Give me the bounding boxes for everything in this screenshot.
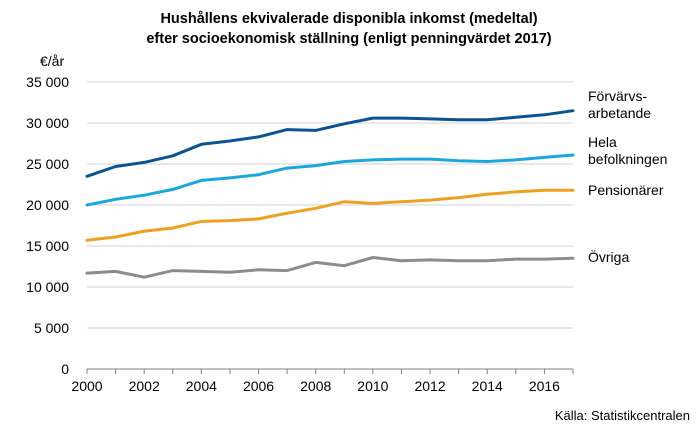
- x-axis: 2000 2002 2004 2006 2008 2010 2012 2014 2016: [71, 368, 574, 394]
- series-line: [85, 153, 575, 207]
- x-tick-label: 2006: [243, 378, 274, 394]
- x-tick-label: 2010: [357, 378, 388, 394]
- x-tick-label: 2002: [129, 378, 160, 394]
- x-tick-label: 2008: [300, 378, 331, 394]
- y-tick-label: 20 000: [26, 197, 69, 213]
- x-tick-label: 2004: [186, 378, 217, 394]
- y-tick-label: 35 000: [26, 74, 69, 90]
- y-tick-label: 30 000: [26, 115, 69, 131]
- x-tick-label: 2016: [529, 378, 560, 394]
- y-tick-label: 10 000: [26, 279, 69, 295]
- series-line: [85, 109, 575, 178]
- y-axis-unit-label: €/år: [40, 53, 64, 69]
- y-tick-labels: 0 5 000 10 000 15 000 20 000 25 000 30 000 35 0…: [26, 74, 69, 377]
- series-label: Hela befolkningen: [588, 134, 667, 167]
- series-line: [85, 188, 575, 242]
- series-label: Övriga: [588, 248, 629, 265]
- series-line: [85, 256, 575, 279]
- series-label: Förvärvs-arbetande: [588, 88, 651, 121]
- series-lines: [85, 109, 575, 279]
- x-tick-label: 2014: [472, 378, 503, 394]
- series-labels: Förvärvs-arbetande Hela befolkningen Pensio…: [588, 88, 667, 265]
- y-tick-label: 5 000: [34, 320, 69, 336]
- y-tick-label: 25 000: [26, 156, 69, 172]
- x-tick-label: 2000: [71, 378, 102, 394]
- y-tick-label: 15 000: [26, 238, 69, 254]
- chart-title-line-2: efter socioekonomisk ställning (enligt p…: [146, 31, 551, 47]
- y-tick-label: 0: [61, 361, 69, 377]
- chart-title-line-1: Hushållens ekvivalerade disponibla inkom…: [160, 11, 537, 27]
- source-note: Källa: Statistikcentralen: [555, 408, 690, 423]
- x-tick-label: 2012: [414, 378, 445, 394]
- series-label: Pensionärer: [588, 182, 664, 198]
